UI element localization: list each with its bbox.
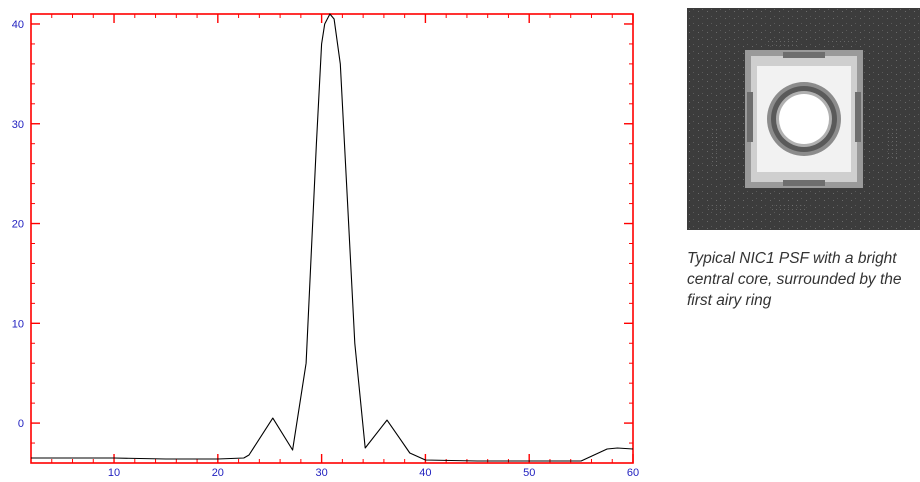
psf-profile-chart: 10 20 30 40 50 60 0 10 20 30 40 [12, 13, 639, 479]
y-tick-label: 10 [12, 318, 24, 330]
x-tick-label: 20 [212, 467, 224, 479]
y-tick-label: 0 [18, 418, 24, 430]
series-line [31, 13, 634, 462]
y-axis-ticks [31, 23, 633, 464]
x-axis-ticks [30, 14, 634, 463]
psf-ring-image [687, 8, 920, 230]
x-axis-tick-labels: 10 20 30 40 50 60 [108, 467, 639, 479]
x-tick-label: 40 [419, 467, 431, 479]
x-tick-label: 60 [627, 467, 639, 479]
y-axis-tick-labels: 0 10 20 30 40 [12, 19, 24, 430]
series-group [31, 13, 634, 462]
x-tick-label: 50 [523, 467, 535, 479]
x-tick-label: 30 [315, 467, 327, 479]
y-tick-label: 40 [12, 19, 24, 31]
y-tick-label: 30 [12, 119, 24, 131]
x-tick-label: 10 [108, 467, 120, 479]
psf-caption: Typical NIC1 PSF with a bright central c… [687, 250, 902, 309]
psf-ring-icon [687, 8, 920, 230]
y-tick-label: 20 [12, 219, 24, 231]
plot-frame [30, 13, 634, 464]
